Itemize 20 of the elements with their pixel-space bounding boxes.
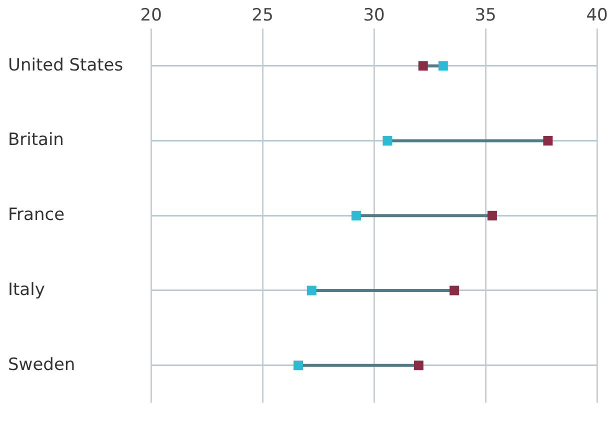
x-tick-label: 35 bbox=[474, 6, 496, 26]
y-tick-label: Italy bbox=[8, 280, 45, 300]
y-tick-label: Britain bbox=[8, 130, 64, 150]
point bbox=[382, 136, 392, 146]
y-tick-label: France bbox=[8, 205, 65, 226]
point bbox=[294, 360, 303, 370]
x-tick-label: 20 bbox=[140, 6, 162, 26]
point bbox=[351, 210, 361, 220]
x-tick-label: 40 bbox=[586, 6, 608, 26]
x-tick-label: 25 bbox=[252, 6, 274, 26]
y-tick-label: Sweden bbox=[8, 354, 76, 375]
point bbox=[418, 61, 428, 71]
point bbox=[450, 286, 460, 296]
point bbox=[306, 286, 316, 296]
point bbox=[414, 360, 424, 370]
point bbox=[438, 61, 448, 71]
point bbox=[543, 136, 553, 146]
y-tick-label: United States bbox=[8, 55, 124, 76]
x-tick-label: 30 bbox=[363, 6, 385, 26]
point bbox=[487, 210, 497, 220]
